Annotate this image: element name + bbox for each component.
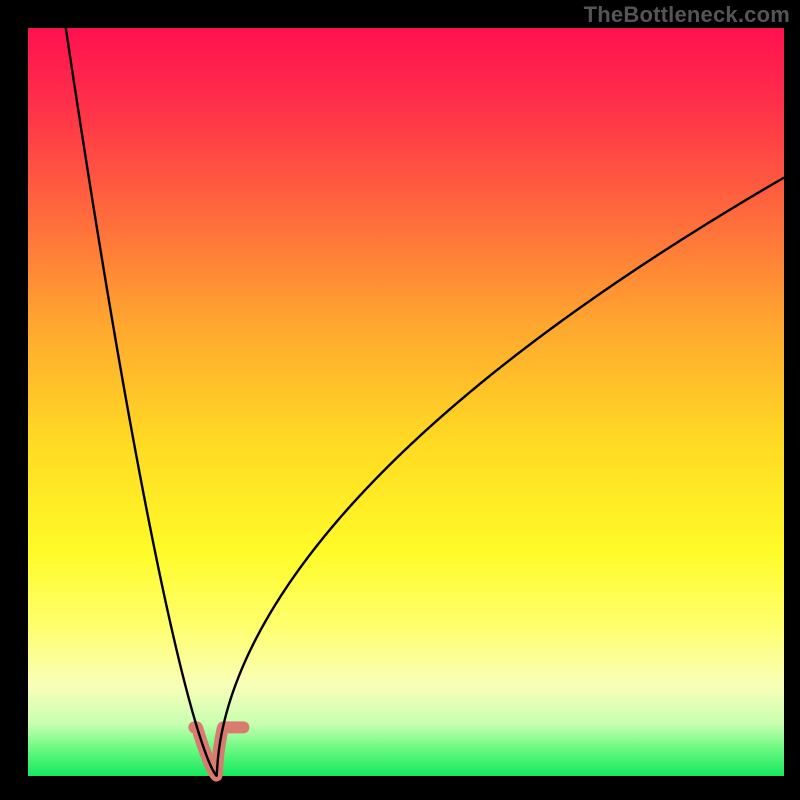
outer-frame: TheBottleneck.com [0,0,800,800]
watermark-text: TheBottleneck.com [584,2,790,28]
plot-background [28,28,784,776]
chart-svg [0,0,800,800]
